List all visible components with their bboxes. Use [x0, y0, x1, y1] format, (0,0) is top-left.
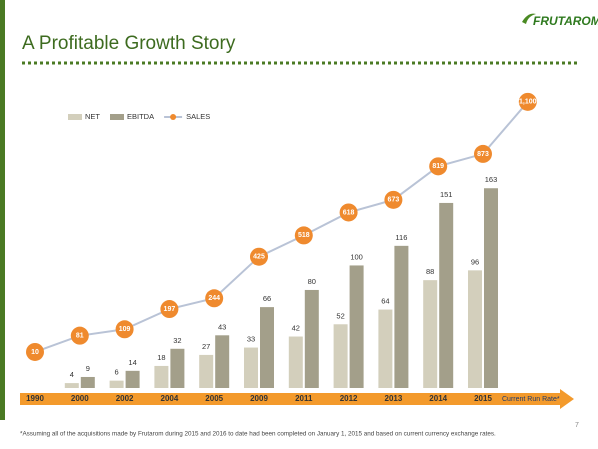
sales-value-label: 244: [208, 295, 220, 302]
legend-swatch: [68, 114, 82, 120]
bar-value-label: 88: [426, 267, 434, 276]
bar-value-label: 9: [86, 364, 90, 373]
sales-value-label: 197: [164, 306, 176, 313]
bar: [199, 354, 214, 388]
bar-value-label: 64: [381, 297, 389, 306]
bar: [349, 265, 364, 388]
sales-line: [34, 101, 529, 353]
bar: [378, 309, 393, 388]
legend-label: EBITDA: [127, 112, 154, 121]
sales-value-label: 1,100: [519, 99, 537, 106]
x-tick-label: 2013: [385, 394, 403, 403]
bar: [484, 188, 498, 388]
sales-marker: [115, 320, 134, 339]
sales-marker: [518, 92, 537, 111]
bar: [80, 376, 95, 388]
bar: [288, 336, 303, 388]
bar-value-label: 18: [157, 353, 165, 362]
side-bar: [0, 0, 5, 420]
bar: [64, 383, 79, 388]
bar: [215, 335, 230, 388]
bar: [333, 324, 348, 388]
bar-value-label: 52: [336, 311, 344, 320]
sales-value-label: 618: [343, 209, 355, 216]
bar-value-label: 42: [292, 324, 300, 333]
sales-value-label: 873: [477, 151, 489, 158]
sales-marker: [250, 247, 268, 266]
sales-marker: [70, 326, 89, 345]
bar-value-label: 163: [485, 175, 498, 184]
bar-value-label: 100: [350, 252, 363, 261]
sales-marker: [339, 203, 358, 222]
sales-value-label: 425: [253, 254, 265, 261]
sales-value-label: 819: [432, 163, 444, 170]
x-tick-label: 2009: [250, 394, 268, 403]
legend-swatch: [110, 114, 124, 120]
legend-label: NET: [85, 112, 100, 121]
bar-value-label: 80: [308, 277, 316, 286]
bar: [304, 289, 319, 388]
x-tick-label: 2004: [161, 394, 179, 403]
sales-marker: [474, 144, 492, 163]
bar-value-label: 27: [202, 342, 210, 351]
x-tick-label: 2014: [429, 394, 447, 403]
sales-marker: [384, 190, 403, 209]
x-tick-label: Current Run Rate*: [502, 396, 560, 403]
logo: FRUTAROM: [522, 13, 598, 28]
bar-value-label: 33: [247, 335, 255, 344]
legend-marker: [170, 114, 177, 120]
bar: [423, 280, 438, 388]
bar-value-label: 116: [395, 233, 407, 242]
bar: [244, 347, 258, 388]
x-tick-label: 2005: [205, 394, 223, 403]
sales-value-label: 81: [76, 333, 84, 340]
sales-marker: [160, 300, 179, 319]
bar-value-label: 32: [173, 336, 181, 345]
logo-text: FRUTAROM: [533, 14, 598, 28]
x-tick-label: 2015: [474, 394, 492, 403]
slide-title: A Profitable Growth Story: [22, 33, 236, 54]
bar-value-label: 4: [70, 370, 74, 379]
bar-value-label: 14: [128, 358, 136, 367]
bar: [125, 370, 140, 388]
footnote: *Assuming all of the acquisitions made b…: [20, 431, 496, 438]
page-number: 7: [575, 422, 579, 429]
x-tick-label: 2000: [71, 394, 89, 403]
x-tick-label: 1990: [26, 394, 44, 403]
bar: [154, 365, 169, 388]
sales-value-label: 518: [298, 232, 310, 239]
bar-value-label: 43: [218, 322, 226, 331]
sales-marker: [429, 157, 448, 176]
sales-marker: [205, 289, 224, 308]
x-tick-label: 2011: [295, 394, 313, 403]
bar: [260, 307, 274, 388]
x-tick-label: 2002: [116, 394, 134, 403]
bar-value-label: 96: [471, 257, 479, 266]
logo-leaf: [522, 13, 536, 24]
sales-value-label: 109: [119, 326, 131, 333]
bar: [109, 380, 124, 388]
sales-marker: [294, 226, 313, 245]
sales-value-label: 673: [388, 197, 400, 204]
bar: [394, 245, 409, 388]
sales-value-label: 10: [31, 349, 39, 356]
bar-value-label: 66: [263, 294, 271, 303]
sales-marker: [26, 342, 44, 361]
bar: [170, 348, 185, 388]
bar-value-label: 6: [115, 368, 119, 377]
legend-label: SALES: [186, 112, 210, 121]
bar: [468, 270, 482, 388]
x-axis-arrow: [20, 389, 574, 409]
bar: [439, 202, 454, 388]
x-tick-label: 2012: [340, 394, 358, 403]
bar-value-label: 151: [440, 190, 453, 199]
